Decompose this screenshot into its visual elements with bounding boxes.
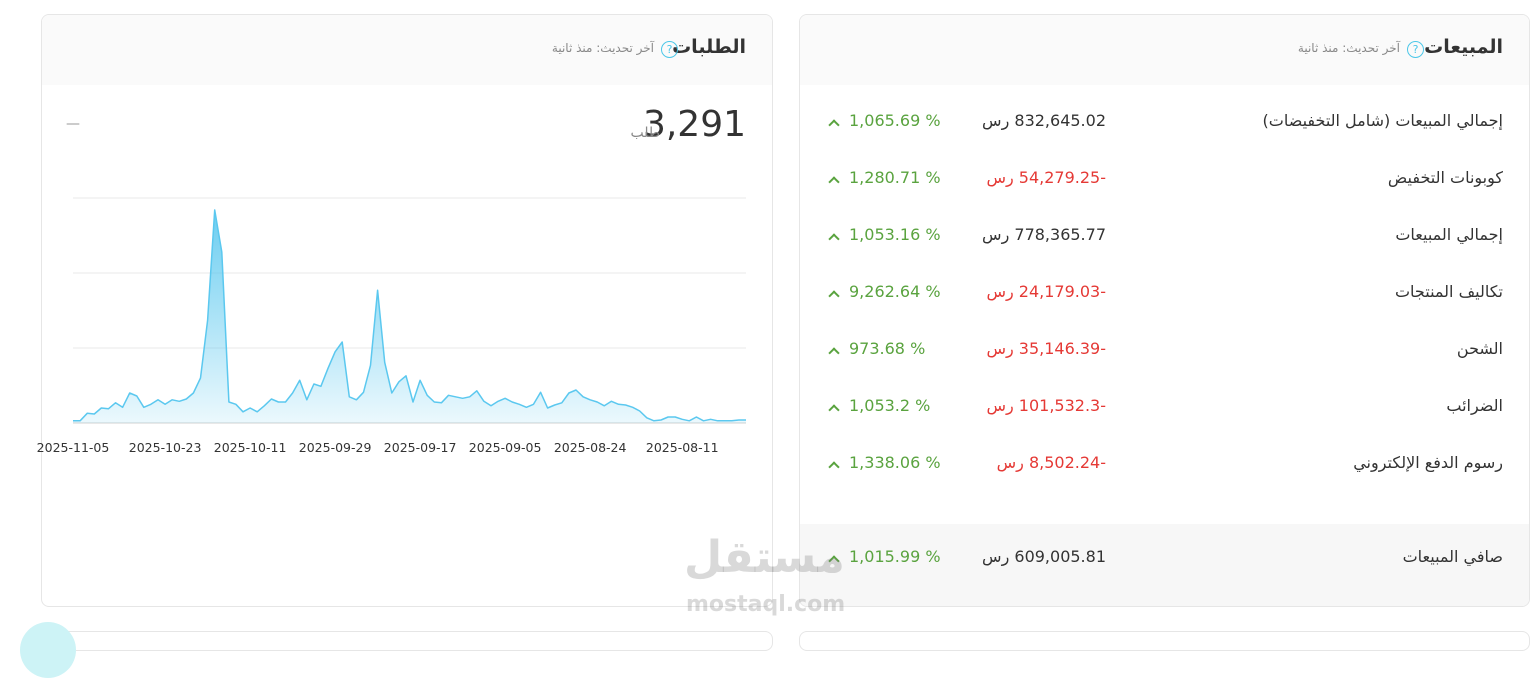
watermark-logo: مستقل xyxy=(684,532,845,583)
watermark-site: mostaql.com xyxy=(686,592,846,617)
help-icon[interactable]: ? xyxy=(661,41,678,58)
row-change: 1,015.99 % xyxy=(849,547,941,566)
row-amount: -54,279.25 رس xyxy=(986,168,1106,187)
help-icon[interactable]: ? xyxy=(1407,41,1424,58)
row-change: 973.68 % xyxy=(849,339,926,358)
row-amount: -8,502.24 رس xyxy=(996,453,1106,472)
row-change: 1,053.16 % xyxy=(849,225,941,244)
row-label: كوبونات التخفيض xyxy=(1387,168,1503,187)
legend-marker[interactable]: — xyxy=(66,116,80,132)
updated-text: آخر تحديث: منذ ثانية xyxy=(1297,41,1400,55)
next-card xyxy=(41,631,773,651)
row-change: 1,065.69 % xyxy=(849,111,941,130)
card-header xyxy=(42,15,772,85)
row-change: 1,053.2 % xyxy=(849,396,931,415)
row-label: صافي المبيعات xyxy=(1402,547,1503,566)
row-change: 1,280.71 % xyxy=(849,168,941,187)
row-amount: -101,532.3 رس xyxy=(986,396,1106,415)
help-bubble[interactable] xyxy=(20,622,76,678)
sales-card xyxy=(799,14,1530,607)
row-amount: -24,179.03 رس xyxy=(986,282,1106,301)
row-label: الضرائب xyxy=(1446,396,1503,415)
page: الطلبات ? آخر تحديث: منذ ثانية 3,291 طلب… xyxy=(20,14,1530,678)
updated-text: آخر تحديث: منذ ثانية xyxy=(551,41,654,55)
row-amount: -35,146.39 رس xyxy=(986,339,1106,358)
row-label: الشحن xyxy=(1456,339,1503,358)
row-change: 1,338.06 % xyxy=(849,453,941,472)
total-unit: طلب xyxy=(630,125,660,141)
orders-card xyxy=(41,14,773,607)
next-card xyxy=(799,631,1530,651)
row-label: رسوم الدفع الإلكتروني xyxy=(1353,453,1503,472)
card-title: الطلبات xyxy=(672,36,746,58)
row-label: إجمالي المبيعات xyxy=(1395,225,1503,244)
row-label: تكاليف المنتجات xyxy=(1394,282,1503,301)
total-orders: 3,291 xyxy=(642,104,746,145)
row-amount: 778,365.77 رس xyxy=(982,225,1106,244)
row-change: 9,262.64 % xyxy=(849,282,941,301)
row-amount: 609,005.81 رس xyxy=(982,547,1106,566)
net-row-bg xyxy=(800,524,1529,606)
row-amount: 832,645.02 رس xyxy=(982,111,1106,130)
row-label: إجمالي المبيعات (شامل التخفيضات) xyxy=(1262,111,1503,130)
card-title: المبيعات xyxy=(1424,36,1503,58)
